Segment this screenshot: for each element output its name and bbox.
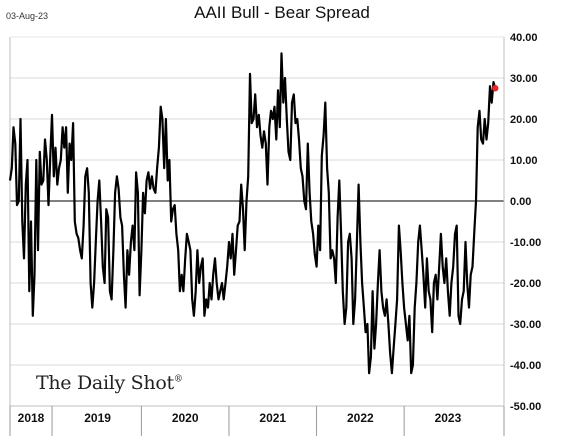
x-tick-label: 2018 [18, 411, 45, 425]
chart-title: AAII Bull - Bear Spread [194, 3, 370, 22]
y-axis: 40.00 30.00 20.00 10.00 0.00 -10.00 -20.00 -30.… [510, 32, 541, 413]
y-tick-label: 30.00 [510, 73, 538, 85]
y-tick-label: -20.00 [510, 278, 541, 290]
x-tick-label: 2021 [259, 411, 286, 425]
x-axis: 2018 2019 2020 2021 2022 2023 [9, 406, 505, 436]
y-tick-label: -30.00 [510, 319, 541, 331]
y-tick-label: -40.00 [510, 360, 541, 372]
latest-point-marker [492, 85, 499, 92]
x-tick-label: 2023 [435, 411, 462, 425]
y-tick-label: 10.00 [510, 155, 538, 167]
registered-mark: ® [173, 374, 183, 385]
x-tick-label: 2019 [84, 411, 111, 425]
watermark-logo: The Daily Shot® [36, 372, 183, 394]
y-tick-label: 0.00 [510, 196, 531, 208]
series-line [8, 52, 497, 375]
date-stamp: 03-Aug-23 [6, 11, 49, 21]
series-layer [8, 52, 499, 375]
y-tick-label: 20.00 [510, 114, 538, 126]
y-tick-label: -50.00 [510, 401, 541, 413]
watermark-text: The Daily Shot [36, 372, 174, 394]
y-tick-label: 40.00 [510, 32, 538, 44]
y-tick-label: -10.00 [510, 237, 541, 249]
x-tick-label: 2022 [347, 411, 374, 425]
plot-frame [9, 36, 505, 407]
x-tick-label: 2020 [172, 411, 199, 425]
